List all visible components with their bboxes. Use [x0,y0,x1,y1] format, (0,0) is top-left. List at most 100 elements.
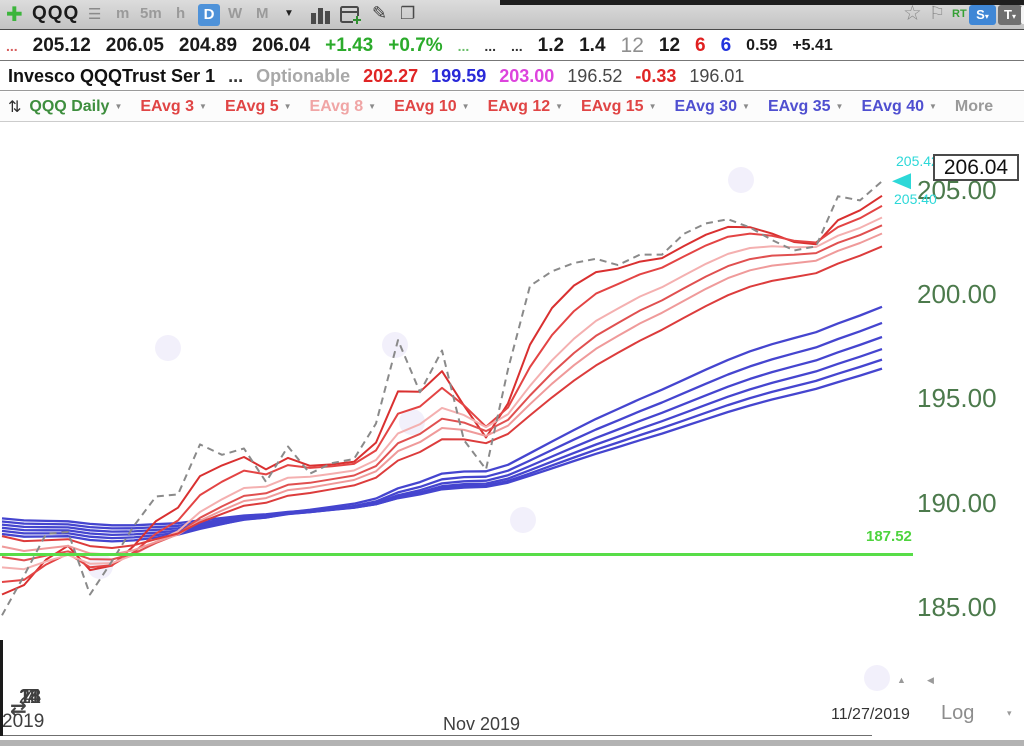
bottom-window-strip [0,740,1024,746]
timeframe-5minute-button[interactable]: 5m [140,5,162,22]
last-price-box: 206.04 [933,154,1019,181]
scroll-up-icon[interactable]: ▲ [897,675,906,685]
x-axis-tick: 11 [19,686,41,708]
cyan-price-label-bottom: 205.40 [894,191,937,207]
timeframe-minute-button[interactable]: m [116,5,130,22]
clipped-button [1021,6,1024,24]
indicator-eavg30[interactable]: EAvg 30 ▼ [674,97,750,115]
caret-down-icon: ▼ [283,101,292,111]
quote-value-small: 0.59 [746,36,778,54]
chart-area: 205.00 200.00 195.00 190.00 185.00 205.4… [0,122,1024,746]
indicator-eavg8[interactable]: EAvg 8 ▼ [309,97,377,115]
y-axis-tick: 185.00 [917,592,997,622]
timeframe-daily-button-active[interactable]: D [198,4,220,26]
quote-ellipsis-red: ... [6,37,18,54]
indicator-eavg15[interactable]: EAvg 15 ▼ [581,97,657,115]
indicator-eavg3[interactable]: EAvg 3 ▼ [140,97,207,115]
symbol-info-row: Invesco QQQTrust Ser 1 ... Optionable 20… [0,62,1024,91]
t-dropdown-button[interactable]: T▾ [998,5,1022,25]
x-axis-tick: 4 [24,686,36,708]
y-axis-tick: 200.00 [917,279,997,309]
quote-change: +1.43 [325,34,374,56]
title-bar: ✚ QQQ ☰ m 5m h D W M ▼ ✎ ❐ ☆ ⚐ RT S▾ T▾ [0,0,1024,30]
scroll-left-icon[interactable]: ◀ [927,675,934,685]
info-value-blue: 199.59 [431,65,487,86]
flag-icon[interactable]: ⚐ [929,3,946,23]
indicator-eavg40[interactable]: EAvg 40 ▼ [861,97,937,115]
log-scale-toggle[interactable]: Log [941,702,975,724]
info-value-gray: 196.01 [689,65,745,86]
reorder-icon[interactable]: ⇅ [8,98,22,116]
draw-tool-icon[interactable]: ✎ [372,3,388,23]
window-top-edge [500,0,1024,5]
symbol-label[interactable]: QQQ [32,3,80,24]
quote-value-small: +5.41 [792,36,833,54]
realtime-badge: RT [952,8,967,20]
quote-value: 1.4 [579,34,606,56]
year-label: 2019 [2,711,45,732]
quote-open: 205.12 [32,34,91,56]
company-name: Invesco QQQTrust Ser 1 [8,65,216,86]
caret-down-icon: ▼ [648,101,657,111]
caret-down-icon: ▼ [835,101,844,111]
indicator-eavg35[interactable]: EAvg 35 ▼ [767,97,844,115]
y-axis-tick: 195.00 [917,383,997,413]
indicator-eavg12[interactable]: EAvg 12 ▼ [487,97,564,115]
end-date-label: 11/27/2019 [831,706,910,723]
favorite-star-icon[interactable]: ☆ [903,2,922,25]
quote-last: 206.04 [252,34,311,56]
more-indicators-link[interactable]: More [954,97,994,115]
quote-change-pct: +0.7% [388,34,443,56]
quote-high: 206.05 [105,34,164,56]
quote-row: ... 205.12 206.05 204.89 206.04 +1.43 +0… [0,31,1024,61]
chart-type-icon[interactable] [310,5,332,30]
quote-value-gray: 12 [620,33,644,57]
month-label: Nov 2019 [443,714,521,734]
indicator-eavg5[interactable]: EAvg 5 ▼ [224,97,292,115]
timeframe-month-button[interactable]: M [256,5,269,22]
caret-down-icon[interactable]: ▾ [1007,708,1012,718]
info-change-red: -0.33 [635,65,677,86]
chart-canvas[interactable] [0,122,1024,746]
caret-down-icon: ▼ [555,101,564,111]
caret-down-icon: ▼ [742,101,750,111]
chart-series-dropdown[interactable]: QQQ Daily ▼ [29,97,123,115]
info-value-red: 202.27 [363,65,419,86]
timeframe-week-button[interactable]: W [228,5,243,22]
caret-down-icon: ▼ [368,101,377,111]
quote-value-red: 6 [695,34,706,56]
layout-folder-icon[interactable]: ❐ [400,4,416,23]
cyan-price-label-top: 205.42 [896,153,939,169]
timeframe-dropdown-icon[interactable]: ▼ [284,8,294,19]
quote-value-blue: 6 [720,34,732,56]
y-axis-tick: 190.00 [917,488,997,518]
calendar-add-icon[interactable] [340,5,362,30]
timeframe-hour-button[interactable]: h [176,5,186,22]
x-axis-tick: 21 [18,686,42,708]
optionable-label: Optionable [256,65,351,86]
indicator-bar: ⇅ QQQ Daily ▼ EAvg 3 ▼ EAvg 5 ▼ EAvg 8 ▼ EAv… [0,92,1024,122]
quote-value: 12 [658,34,681,56]
x-axis-tick: 18 [18,686,42,708]
caret-down-icon: ▾ [984,12,989,21]
quote-ellipsis: ... [484,37,496,54]
x-axis-tick: 7 [24,686,36,708]
caret-down-icon: ▾ [1011,12,1016,21]
menu-icon[interactable]: ☰ [88,6,102,23]
horizontal-line-label: 187.52 [866,528,912,545]
x-axis-tick: 28 [18,686,42,708]
caret-down-icon: ▼ [114,101,123,111]
caret-down-icon: ▼ [199,101,207,111]
refresh-icon[interactable]: ⇄ [10,698,27,720]
quote-low: 204.89 [178,34,238,56]
info-ellipsis[interactable]: ... [228,65,244,86]
s-dropdown-button[interactable]: S▾ [969,5,996,25]
quote-value: 1.2 [537,34,565,56]
indicator-eavg10[interactable]: EAvg 10 ▼ [394,97,470,115]
x-axis-line [0,735,872,736]
info-value-gray: 196.52 [567,65,623,86]
left-window-edge [0,640,3,736]
add-symbol-icon[interactable]: ✚ [6,4,23,26]
quote-ellipsis-green: ... [457,37,470,54]
